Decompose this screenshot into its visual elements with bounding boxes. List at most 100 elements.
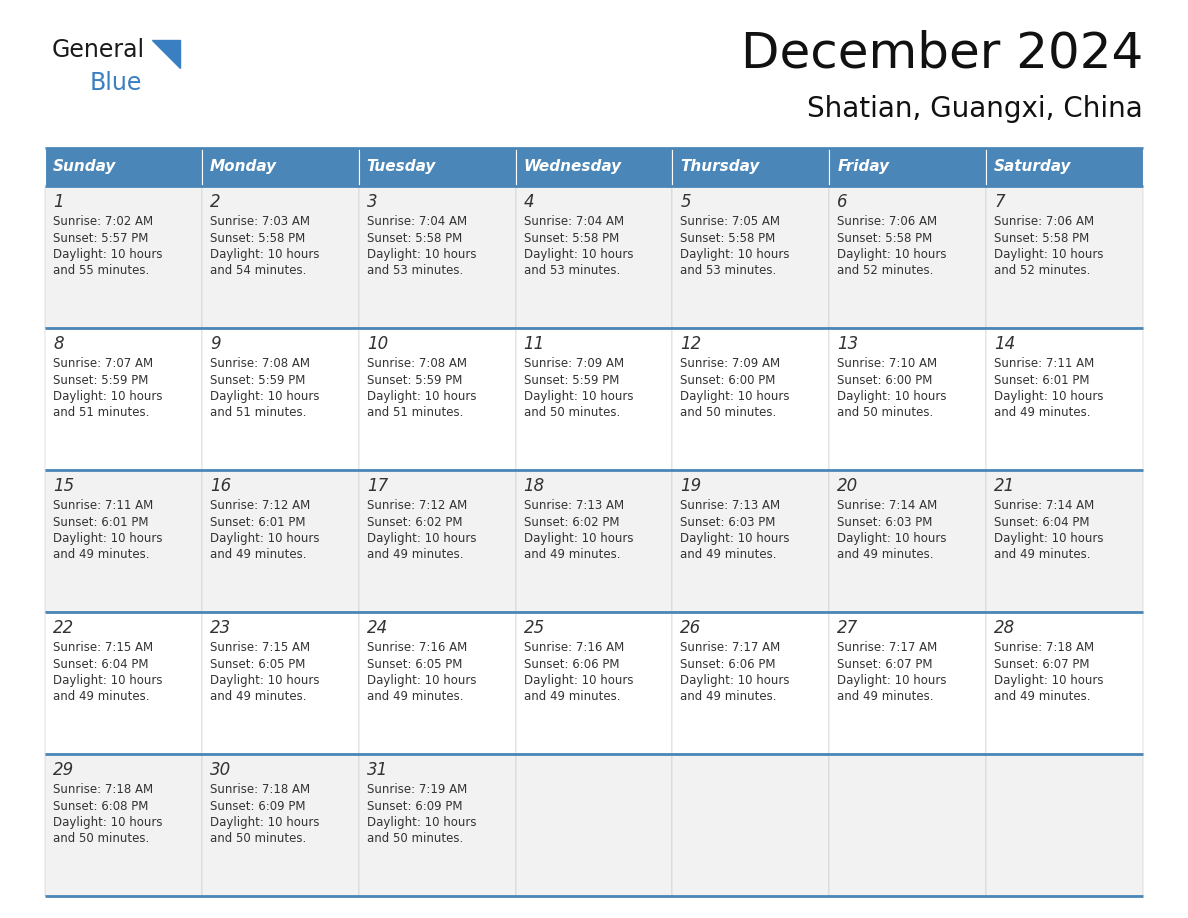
Bar — [359, 612, 516, 754]
Text: 10: 10 — [367, 335, 388, 353]
Text: Sunset: 6:07 PM: Sunset: 6:07 PM — [838, 657, 933, 670]
Text: Sunrise: 7:17 AM: Sunrise: 7:17 AM — [681, 641, 781, 654]
Text: 14: 14 — [994, 335, 1016, 353]
Text: Sunset: 5:59 PM: Sunset: 5:59 PM — [524, 374, 619, 386]
Text: Sunset: 6:09 PM: Sunset: 6:09 PM — [367, 800, 462, 812]
Text: 16: 16 — [210, 477, 232, 495]
Bar — [202, 754, 359, 896]
Text: Sunrise: 7:19 AM: Sunrise: 7:19 AM — [367, 783, 467, 796]
Text: Friday: Friday — [838, 160, 890, 174]
Text: and 49 minutes.: and 49 minutes. — [681, 690, 777, 703]
Bar — [986, 470, 1143, 612]
Text: Daylight: 10 hours: Daylight: 10 hours — [367, 816, 476, 829]
Text: Daylight: 10 hours: Daylight: 10 hours — [367, 674, 476, 687]
Text: Sunset: 5:59 PM: Sunset: 5:59 PM — [367, 374, 462, 386]
Text: Sunrise: 7:04 AM: Sunrise: 7:04 AM — [367, 215, 467, 228]
Text: Sunrise: 7:12 AM: Sunrise: 7:12 AM — [210, 499, 310, 512]
Text: 29: 29 — [53, 761, 74, 779]
Text: and 50 minutes.: and 50 minutes. — [367, 833, 463, 845]
Text: Daylight: 10 hours: Daylight: 10 hours — [367, 390, 476, 403]
Text: and 49 minutes.: and 49 minutes. — [367, 690, 463, 703]
Text: Sunrise: 7:09 AM: Sunrise: 7:09 AM — [681, 357, 781, 370]
Bar — [359, 186, 516, 328]
Text: Daylight: 10 hours: Daylight: 10 hours — [994, 532, 1104, 545]
Text: and 52 minutes.: and 52 minutes. — [838, 264, 934, 277]
Bar — [672, 754, 829, 896]
Text: Sunrise: 7:03 AM: Sunrise: 7:03 AM — [210, 215, 310, 228]
Text: and 53 minutes.: and 53 minutes. — [367, 264, 463, 277]
Text: and 49 minutes.: and 49 minutes. — [838, 690, 934, 703]
Text: Sunrise: 7:11 AM: Sunrise: 7:11 AM — [53, 499, 153, 512]
Text: Sunrise: 7:11 AM: Sunrise: 7:11 AM — [994, 357, 1094, 370]
Text: and 49 minutes.: and 49 minutes. — [367, 548, 463, 562]
Text: 21: 21 — [994, 477, 1016, 495]
Text: December 2024: December 2024 — [741, 30, 1143, 78]
Bar — [359, 754, 516, 896]
Text: and 50 minutes.: and 50 minutes. — [838, 407, 934, 420]
Text: 12: 12 — [681, 335, 702, 353]
Text: Daylight: 10 hours: Daylight: 10 hours — [53, 390, 163, 403]
Text: Sunset: 5:58 PM: Sunset: 5:58 PM — [681, 231, 776, 244]
Text: 5: 5 — [681, 193, 691, 211]
Text: Sunset: 6:03 PM: Sunset: 6:03 PM — [681, 516, 776, 529]
Text: Sunset: 6:01 PM: Sunset: 6:01 PM — [53, 516, 148, 529]
Text: Daylight: 10 hours: Daylight: 10 hours — [681, 248, 790, 261]
Bar — [829, 612, 986, 754]
Text: Sunset: 5:58 PM: Sunset: 5:58 PM — [838, 231, 933, 244]
Bar — [672, 328, 829, 470]
Text: and 49 minutes.: and 49 minutes. — [53, 690, 150, 703]
Text: Sunrise: 7:15 AM: Sunrise: 7:15 AM — [210, 641, 310, 654]
Bar — [202, 148, 359, 186]
Text: Daylight: 10 hours: Daylight: 10 hours — [210, 674, 320, 687]
Text: Sunset: 6:01 PM: Sunset: 6:01 PM — [994, 374, 1089, 386]
Text: Saturday: Saturday — [994, 160, 1072, 174]
Text: 9: 9 — [210, 335, 221, 353]
Text: Sunrise: 7:18 AM: Sunrise: 7:18 AM — [994, 641, 1094, 654]
Bar — [672, 148, 829, 186]
Text: Sunset: 6:03 PM: Sunset: 6:03 PM — [838, 516, 933, 529]
Text: 22: 22 — [53, 619, 74, 637]
Text: Monday: Monday — [210, 160, 277, 174]
Text: 28: 28 — [994, 619, 1016, 637]
Bar — [516, 612, 672, 754]
Text: and 49 minutes.: and 49 minutes. — [681, 548, 777, 562]
Text: Sunset: 5:58 PM: Sunset: 5:58 PM — [994, 231, 1089, 244]
Text: 11: 11 — [524, 335, 545, 353]
Text: Sunrise: 7:13 AM: Sunrise: 7:13 AM — [524, 499, 624, 512]
Bar — [986, 612, 1143, 754]
Text: 13: 13 — [838, 335, 859, 353]
Text: Sunrise: 7:16 AM: Sunrise: 7:16 AM — [524, 641, 624, 654]
Bar — [45, 328, 202, 470]
Text: Daylight: 10 hours: Daylight: 10 hours — [681, 674, 790, 687]
Bar — [829, 148, 986, 186]
Polygon shape — [152, 40, 181, 68]
Text: 17: 17 — [367, 477, 388, 495]
Text: Sunrise: 7:08 AM: Sunrise: 7:08 AM — [367, 357, 467, 370]
Text: Sunset: 6:04 PM: Sunset: 6:04 PM — [53, 657, 148, 670]
Text: Sunrise: 7:13 AM: Sunrise: 7:13 AM — [681, 499, 781, 512]
Text: and 50 minutes.: and 50 minutes. — [681, 407, 777, 420]
Bar — [45, 186, 202, 328]
Text: Sunset: 6:07 PM: Sunset: 6:07 PM — [994, 657, 1089, 670]
Bar — [516, 148, 672, 186]
Bar — [516, 186, 672, 328]
Bar — [829, 754, 986, 896]
Text: Daylight: 10 hours: Daylight: 10 hours — [210, 248, 320, 261]
Text: Sunrise: 7:15 AM: Sunrise: 7:15 AM — [53, 641, 153, 654]
Text: 8: 8 — [53, 335, 64, 353]
Text: Sunset: 6:00 PM: Sunset: 6:00 PM — [681, 374, 776, 386]
Text: and 50 minutes.: and 50 minutes. — [53, 833, 150, 845]
Text: and 49 minutes.: and 49 minutes. — [524, 548, 620, 562]
Text: and 51 minutes.: and 51 minutes. — [210, 407, 307, 420]
Text: Daylight: 10 hours: Daylight: 10 hours — [367, 248, 476, 261]
Text: Sunday: Sunday — [53, 160, 116, 174]
Text: 7: 7 — [994, 193, 1005, 211]
Text: 18: 18 — [524, 477, 545, 495]
Text: and 50 minutes.: and 50 minutes. — [524, 407, 620, 420]
Text: and 55 minutes.: and 55 minutes. — [53, 264, 150, 277]
Text: Daylight: 10 hours: Daylight: 10 hours — [838, 532, 947, 545]
Text: and 54 minutes.: and 54 minutes. — [210, 264, 307, 277]
Text: Sunset: 5:58 PM: Sunset: 5:58 PM — [210, 231, 305, 244]
Text: Sunset: 5:59 PM: Sunset: 5:59 PM — [210, 374, 305, 386]
Text: Daylight: 10 hours: Daylight: 10 hours — [838, 390, 947, 403]
